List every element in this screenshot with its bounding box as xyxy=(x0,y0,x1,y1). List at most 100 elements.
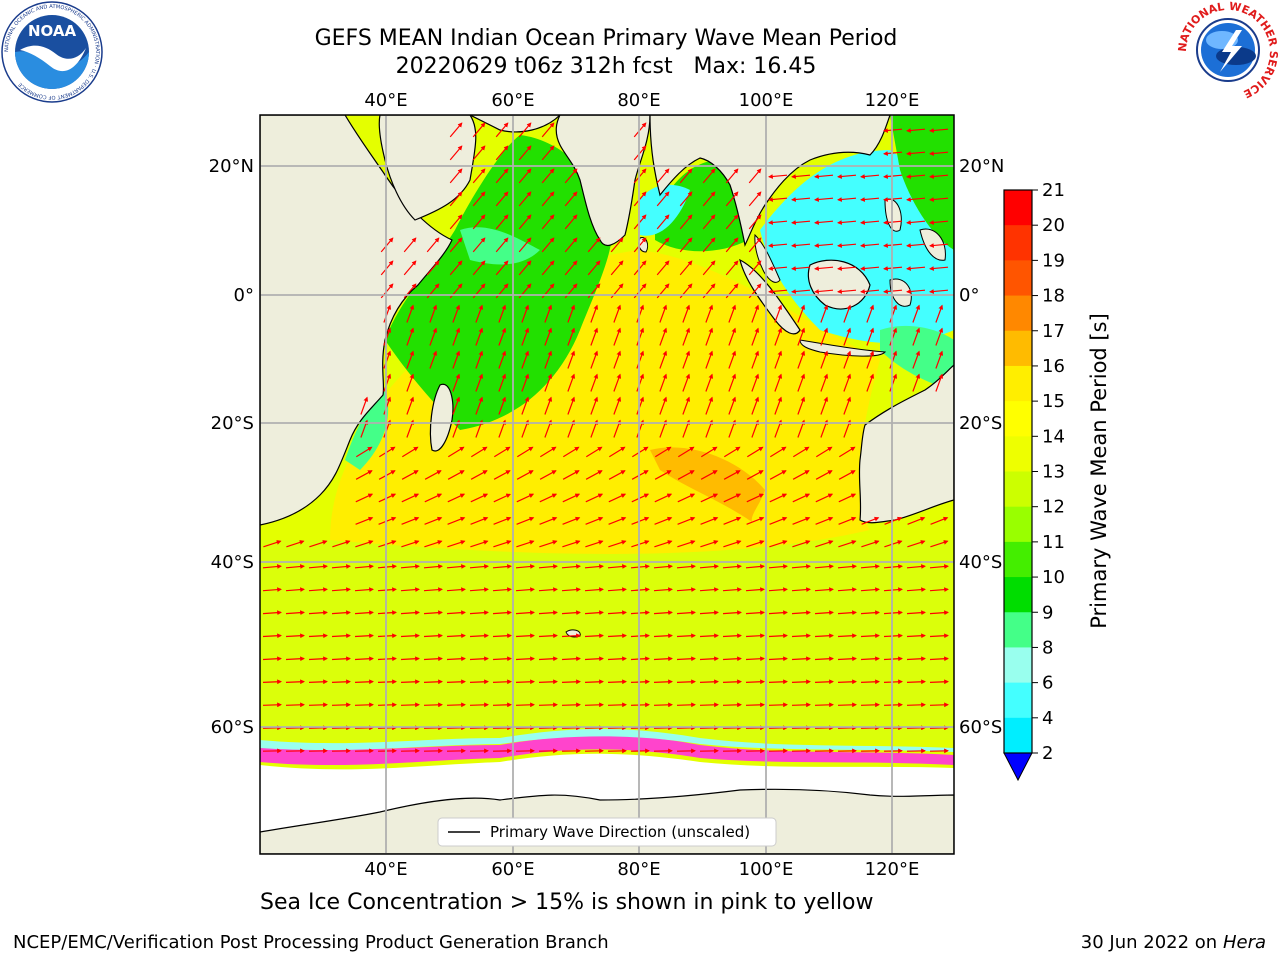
wave-arrow xyxy=(516,446,534,458)
wave-arrow xyxy=(355,516,374,525)
wave-arrow xyxy=(907,540,926,548)
wave-arrow xyxy=(883,656,903,662)
wave-arrow xyxy=(355,540,374,548)
wave-arrow xyxy=(493,446,511,458)
wave-arrow xyxy=(860,174,880,179)
wave-arrow xyxy=(723,516,742,525)
wave-arrow xyxy=(722,656,742,662)
wave-arrow xyxy=(860,197,880,202)
wave-arrow xyxy=(452,327,461,346)
wave-arrow xyxy=(590,304,599,323)
wave-arrow xyxy=(472,168,486,184)
wave-arrow xyxy=(544,327,553,346)
wave-arrow xyxy=(262,656,282,662)
wave-arrow xyxy=(636,396,645,415)
wave-arrow xyxy=(838,470,856,480)
wave-arrow xyxy=(814,610,834,616)
wave-arrow xyxy=(679,260,693,276)
wave-arrow xyxy=(654,540,673,548)
wave-arrow xyxy=(585,493,604,503)
wave-arrow xyxy=(723,493,742,503)
wave-arrow xyxy=(613,373,622,392)
wave-arrow xyxy=(380,260,394,276)
wave-arrow xyxy=(745,656,765,662)
wave-arrow xyxy=(608,470,626,480)
arabia-land xyxy=(378,115,477,221)
wave-arrow xyxy=(883,151,903,156)
nws-logo: NATIONAL WEATHER SERVICE xyxy=(1176,0,1280,100)
wave-arrow xyxy=(837,174,857,179)
wave-arrow xyxy=(607,679,627,685)
wave-arrow xyxy=(613,327,622,346)
wave-arrow xyxy=(429,304,438,323)
wave-arrow xyxy=(564,191,578,207)
wave-arrow xyxy=(935,304,944,323)
colorbar-tick-label: 19 xyxy=(1042,250,1065,271)
svg-text:20°S: 20°S xyxy=(959,413,1002,434)
wave-arrow xyxy=(308,656,328,662)
wave-arrow xyxy=(751,327,760,346)
wave-arrow xyxy=(630,656,650,662)
svg-text:20°N: 20°N xyxy=(959,156,1004,177)
wave-arrow xyxy=(774,396,783,415)
wave-arrow xyxy=(541,214,555,230)
wave-arrow xyxy=(498,327,507,346)
wave-arrow xyxy=(679,191,693,207)
wave-arrow xyxy=(677,446,695,458)
wave-arrow xyxy=(837,587,857,592)
colorbar-tick-label: 4 xyxy=(1042,708,1053,729)
wave-arrow xyxy=(564,260,578,276)
wave-arrow xyxy=(447,493,466,503)
wave-arrow xyxy=(792,493,811,503)
wave-arrow xyxy=(889,327,898,346)
wave-arrow xyxy=(636,373,645,392)
wave-arrow xyxy=(722,610,742,616)
wave-arrow xyxy=(906,702,926,708)
wave-arrow xyxy=(447,540,466,548)
colorbar-block xyxy=(1004,190,1032,226)
wave-arrow xyxy=(722,564,742,569)
wave-arrow xyxy=(423,610,443,616)
wave-arrow xyxy=(495,122,509,138)
wave-arrow xyxy=(889,304,898,323)
wave-arrow xyxy=(469,564,489,569)
wave-arrow xyxy=(815,516,834,525)
wave-arrow xyxy=(263,540,282,548)
wave-arrow xyxy=(682,304,691,323)
wave-arrow xyxy=(682,373,691,392)
wave-arrow xyxy=(722,679,742,685)
svg-text:60°S: 60°S xyxy=(211,717,254,738)
colorbar-tick-label: 17 xyxy=(1042,321,1065,342)
wave-arrow xyxy=(774,350,783,369)
wave-arrow xyxy=(659,396,668,415)
wave-arrow xyxy=(677,516,696,525)
wave-arrow xyxy=(469,610,489,616)
svg-text:120°E: 120°E xyxy=(865,859,920,880)
wave-arrow xyxy=(475,350,484,369)
wave-arrow xyxy=(636,350,645,369)
colorbar-tick-label: 9 xyxy=(1042,602,1053,623)
colorbar-block xyxy=(1004,295,1032,332)
colorbar-block xyxy=(1004,506,1032,543)
wave-arrow xyxy=(446,656,466,662)
wave-arrow xyxy=(544,350,553,369)
wave-arrow xyxy=(518,237,532,253)
wave-arrow xyxy=(815,540,834,548)
wave-arrow xyxy=(308,633,328,639)
wave-arrow xyxy=(262,564,282,569)
colorbar-tick-label: 20 xyxy=(1042,215,1065,236)
wave-arrow xyxy=(561,702,581,708)
wave-arrow xyxy=(452,304,461,323)
wave-arrow xyxy=(285,564,305,569)
wave-arrow xyxy=(541,260,555,276)
wave-arrow xyxy=(521,396,530,415)
wave-arrow xyxy=(751,373,760,392)
wave-arrow xyxy=(400,656,420,662)
wave-arrow xyxy=(564,168,578,184)
wave-arrow xyxy=(469,679,489,685)
wave-arrow xyxy=(562,516,581,525)
wave-arrow xyxy=(518,260,532,276)
wave-arrow xyxy=(630,633,650,639)
wave-arrow xyxy=(768,702,788,708)
wave-arrow xyxy=(656,191,670,207)
